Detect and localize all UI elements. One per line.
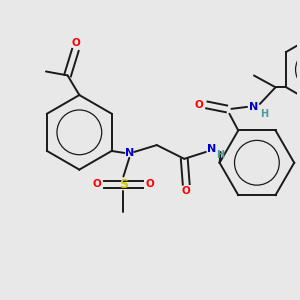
Text: H: H [260,109,268,119]
Text: H: H [217,150,225,160]
Text: O: O [146,179,154,189]
Text: S: S [119,178,128,191]
Text: N: N [207,144,216,154]
Text: N: N [125,148,134,158]
Text: O: O [71,38,80,48]
Text: O: O [182,186,190,196]
Text: N: N [249,102,259,112]
Text: O: O [92,179,101,189]
Text: O: O [195,100,203,110]
